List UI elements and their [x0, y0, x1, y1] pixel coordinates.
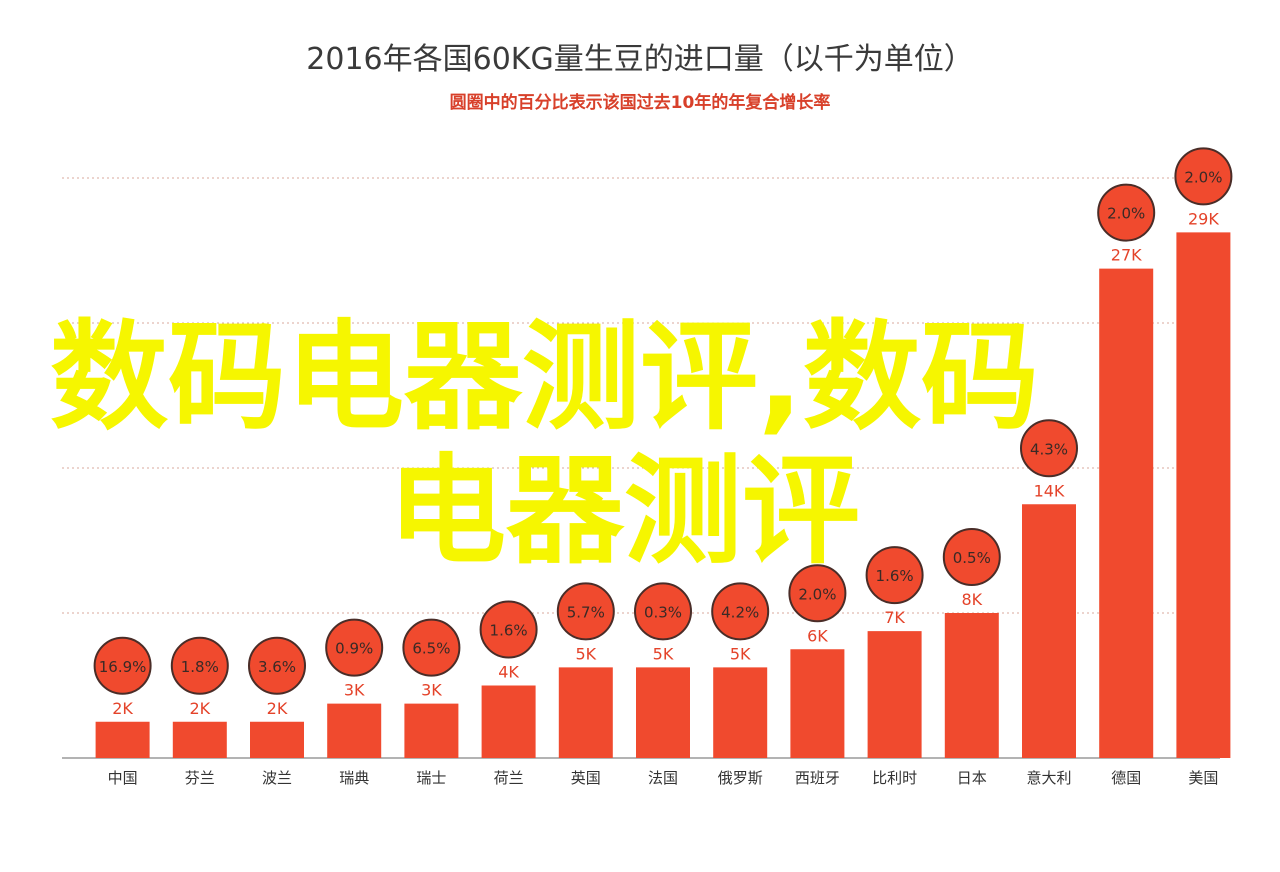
bar-10: [867, 631, 922, 758]
growth-label-4: 6.5%: [412, 640, 450, 658]
bar-12: [1022, 504, 1076, 758]
growth-label-12: 4.3%: [1030, 440, 1068, 458]
growth-label-10: 1.6%: [876, 567, 914, 585]
value-label-9: 6K: [807, 626, 828, 645]
value-label-12: 14K: [1034, 481, 1065, 500]
bar-8: [713, 667, 768, 758]
x-tick-label-14: 美国: [1188, 769, 1218, 787]
growth-label-2: 3.6%: [258, 658, 296, 676]
bar-7: [636, 667, 690, 758]
x-tick-label-1: 芬兰: [185, 769, 215, 787]
x-tick-label-9: 西班牙: [795, 769, 840, 787]
bar-13: [1099, 268, 1154, 758]
growth-label-14: 2.0%: [1184, 168, 1222, 186]
growth-label-11: 0.5%: [953, 549, 991, 567]
value-label-8: 5K: [730, 644, 751, 663]
value-label-10: 7K: [884, 608, 905, 627]
bar-0: [95, 721, 150, 758]
x-tick-label-12: 意大利: [1026, 769, 1071, 787]
growth-label-1: 1.8%: [181, 658, 219, 676]
value-label-6: 5K: [575, 644, 596, 663]
x-tick-label-3: 瑞典: [339, 769, 369, 787]
x-tick-label-7: 法国: [648, 769, 678, 787]
x-tick-label-6: 英国: [571, 769, 601, 787]
value-label-2: 2K: [267, 699, 288, 718]
x-tick-label-10: 比利时: [872, 769, 917, 787]
growth-label-8: 4.2%: [721, 603, 759, 621]
value-label-3: 3K: [344, 681, 365, 700]
growth-label-3: 0.9%: [335, 640, 373, 658]
x-tick-label-8: 俄罗斯: [718, 769, 763, 787]
growth-label-5: 1.6%: [490, 622, 528, 640]
bar-2: [250, 721, 304, 758]
growth-label-13: 2.0%: [1107, 205, 1145, 223]
value-label-4: 3K: [421, 681, 442, 700]
value-label-14: 29K: [1188, 209, 1219, 228]
value-label-1: 2K: [189, 699, 210, 718]
x-tick-label-5: 荷兰: [494, 769, 524, 787]
growth-label-7: 0.3%: [644, 603, 682, 621]
value-label-7: 5K: [653, 644, 674, 663]
bar-1: [172, 721, 227, 758]
value-label-11: 8K: [961, 590, 982, 609]
growth-bubble-4: [402, 618, 461, 677]
bar-9: [790, 649, 845, 758]
growth-bubble-0: [93, 636, 152, 695]
growth-bubble-2: [248, 636, 306, 695]
growth-bubble-6: [556, 582, 615, 641]
x-tick-label-2: 波兰: [262, 769, 292, 787]
bar-6: [558, 667, 613, 758]
growth-bubble-14: [1174, 147, 1233, 206]
growth-label-0: 16.9%: [99, 658, 147, 676]
bar-11: [944, 613, 999, 758]
bar-4: [404, 703, 459, 758]
bar-14: [1176, 232, 1231, 758]
growth-bubble-5: [479, 600, 538, 659]
bar-5: [481, 685, 536, 758]
x-tick-label-4: 瑞士: [416, 769, 446, 787]
bar-3: [327, 703, 382, 758]
growth-bubble-11: [942, 528, 1001, 586]
x-tick-label-11: 日本: [957, 769, 987, 787]
growth-bubble-9: [788, 564, 847, 623]
x-tick-label-13: 德国: [1111, 769, 1141, 787]
chart-subtitle: 圆圈中的百分比表示该国过去10年的年复合增长率: [449, 93, 831, 113]
growth-bubble-7: [634, 582, 692, 641]
growth-label-6: 5.7%: [567, 603, 605, 621]
chart-title: 2016年各国60KG量生豆的进口量（以千为单位）: [306, 42, 974, 77]
x-tick-label-0: 中国: [108, 769, 138, 787]
growth-bubble-8: [711, 582, 770, 641]
growth-bubble-12: [1020, 419, 1078, 478]
growth-bubble-10: [865, 546, 924, 605]
value-label-5: 4K: [498, 663, 519, 682]
growth-bubble-1: [170, 636, 229, 695]
growth-label-9: 2.0%: [798, 585, 836, 603]
growth-bubble-13: [1097, 183, 1156, 242]
value-label-0: 2K: [112, 699, 133, 718]
value-label-13: 27K: [1111, 246, 1142, 265]
growth-bubble-3: [325, 618, 384, 677]
